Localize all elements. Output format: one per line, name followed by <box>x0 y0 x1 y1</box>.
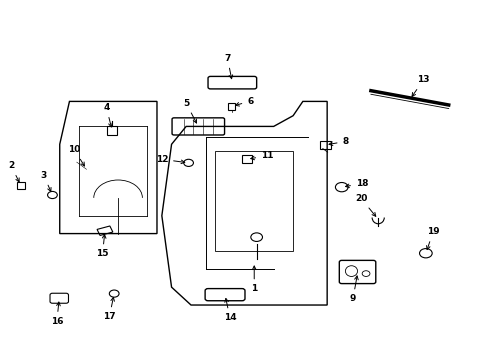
Text: 20: 20 <box>354 194 375 216</box>
Text: 2: 2 <box>8 161 19 182</box>
Text: 4: 4 <box>103 103 112 127</box>
Text: 14: 14 <box>223 298 236 323</box>
Text: 17: 17 <box>103 297 115 321</box>
Text: 18: 18 <box>345 179 367 188</box>
Text: 8: 8 <box>328 137 348 146</box>
Text: 10: 10 <box>68 145 84 166</box>
Text: 1: 1 <box>250 266 257 293</box>
Text: 5: 5 <box>183 99 196 123</box>
Text: 6: 6 <box>235 96 253 106</box>
Bar <box>107 126 117 135</box>
Text: 16: 16 <box>50 302 63 326</box>
Bar <box>17 182 25 189</box>
Text: 15: 15 <box>96 235 108 258</box>
Text: 13: 13 <box>411 76 429 96</box>
Text: 7: 7 <box>224 54 232 79</box>
Text: 11: 11 <box>250 151 273 160</box>
Text: 9: 9 <box>349 276 358 303</box>
Text: 3: 3 <box>41 171 51 192</box>
Bar <box>319 141 330 149</box>
Bar <box>242 156 251 163</box>
Bar <box>228 103 235 110</box>
Text: 12: 12 <box>155 155 184 164</box>
Text: 19: 19 <box>426 227 439 249</box>
